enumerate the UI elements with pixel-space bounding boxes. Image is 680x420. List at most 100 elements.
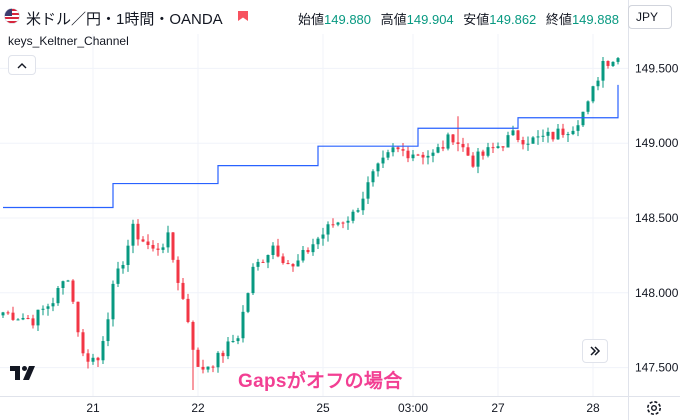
candle-body-down: [11, 312, 15, 320]
candle-body-down: [26, 317, 30, 319]
candle-body-up: [616, 58, 620, 62]
candle-body-up: [116, 268, 120, 284]
candle-body-down: [31, 318, 35, 326]
candle-body-up: [361, 198, 365, 211]
candle-body-up: [376, 163, 380, 172]
close-label: 終値: [545, 12, 572, 27]
time-tick-label: 28: [586, 401, 600, 415]
candle-body-down: [191, 321, 195, 350]
open-value: 149.880: [324, 12, 372, 27]
candle-body-down: [396, 147, 400, 150]
candle-body-up: [586, 101, 590, 112]
time-tick-label: 21: [86, 401, 100, 415]
candle-body-up: [301, 250, 305, 261]
candle-body-down: [96, 357, 100, 361]
candle-body-up: [506, 135, 510, 148]
symbol-title[interactable]: 米ドル／円・1時間・OANDA: [26, 11, 223, 28]
candle-body-up: [106, 319, 110, 342]
candle-body-up: [21, 317, 25, 320]
candle-body-up: [251, 266, 255, 294]
candle-body-down: [151, 244, 155, 249]
candle-body-up: [216, 352, 220, 368]
candle-body-up: [51, 303, 55, 307]
candle-body-down: [406, 150, 410, 159]
candle-body-down: [291, 264, 295, 267]
price-tick-label: 147.500: [635, 361, 679, 375]
candle-body-down: [76, 301, 80, 333]
candle-body-up: [431, 152, 435, 156]
candle-body-down: [466, 147, 470, 156]
candle-body-down: [181, 282, 185, 299]
chart-header: 米ドル／円・1時間・OANDA 始値149.880 高値149.904 安値14…: [0, 0, 628, 34]
candle-body-up: [61, 281, 65, 289]
candle-body-down: [401, 149, 405, 151]
candle-body-up: [581, 111, 585, 126]
settings-gear-icon[interactable]: [645, 399, 663, 417]
candle-body-up: [556, 128, 560, 140]
candle-body-down: [221, 352, 225, 357]
scroll-to-latest-button[interactable]: [582, 339, 608, 363]
candle-body-up: [56, 288, 60, 304]
collapse-indicators-button[interactable]: [8, 55, 36, 75]
price-tick-label: 149.000: [635, 136, 679, 150]
candle-body-down: [306, 250, 310, 253]
candle-body-up: [446, 134, 450, 149]
candle-body-down: [211, 366, 215, 368]
candle-body-up: [391, 147, 395, 153]
candle-body-down: [561, 128, 565, 135]
candle-body-up: [266, 254, 270, 263]
candle-body-up: [36, 309, 40, 326]
candle-body-up: [411, 154, 415, 159]
candle-body-up: [241, 311, 245, 339]
candle-body-up: [161, 247, 165, 250]
candle-body-down: [176, 259, 180, 283]
price-tick-label: 148.000: [635, 286, 679, 300]
candle-body-up: [536, 136, 540, 138]
candle-body-up: [576, 125, 580, 131]
candle-body-up: [601, 61, 605, 81]
candle-body-up: [206, 366, 210, 370]
candle-body-down: [81, 332, 85, 354]
candle-body-down: [416, 154, 420, 156]
currency-button[interactable]: JPY: [628, 5, 672, 29]
candle-body-down: [606, 61, 610, 66]
candle-body-up: [1, 312, 5, 316]
candle-body-up: [526, 143, 530, 145]
market-status-icon[interactable]: [236, 9, 250, 23]
candle-body-down: [171, 232, 175, 260]
candle-body-up: [531, 137, 535, 144]
candle-body-down: [286, 262, 290, 265]
candle-body-down: [201, 366, 205, 370]
candle-body-up: [256, 261, 260, 267]
candle-body-up: [326, 224, 330, 235]
candle-body-down: [136, 223, 140, 240]
candle-body-down: [186, 298, 190, 322]
candle-body-up: [311, 244, 315, 253]
candle-body-up: [436, 147, 440, 153]
candle-body-up: [571, 130, 575, 135]
candle-body-up: [246, 293, 250, 312]
candle-body-up: [366, 182, 370, 199]
open-label: 始値: [298, 12, 325, 27]
tradingview-logo-icon[interactable]: [10, 364, 42, 382]
indicator-name[interactable]: keys_Keltner_Channel: [8, 34, 129, 48]
candle-body-down: [441, 147, 445, 149]
low-label: 安値: [463, 12, 490, 27]
candle-body-down: [501, 146, 505, 148]
time-tick-label: 22: [191, 401, 205, 415]
candle-body-up: [546, 131, 550, 136]
candle-body-up: [226, 341, 230, 357]
candle-body-up: [111, 283, 115, 320]
candle-body-up: [386, 152, 390, 158]
candle-body-up: [336, 222, 340, 225]
candle-body-down: [6, 312, 10, 314]
candle-body-up: [231, 341, 235, 343]
candle-body-up: [596, 80, 600, 87]
candle-body-down: [146, 241, 150, 245]
candle-body-up: [486, 147, 490, 156]
candle-body-down: [341, 222, 345, 224]
time-tick-label: 03:00: [398, 401, 428, 415]
candle-body-up: [426, 155, 430, 158]
candle-body-down: [281, 256, 285, 263]
